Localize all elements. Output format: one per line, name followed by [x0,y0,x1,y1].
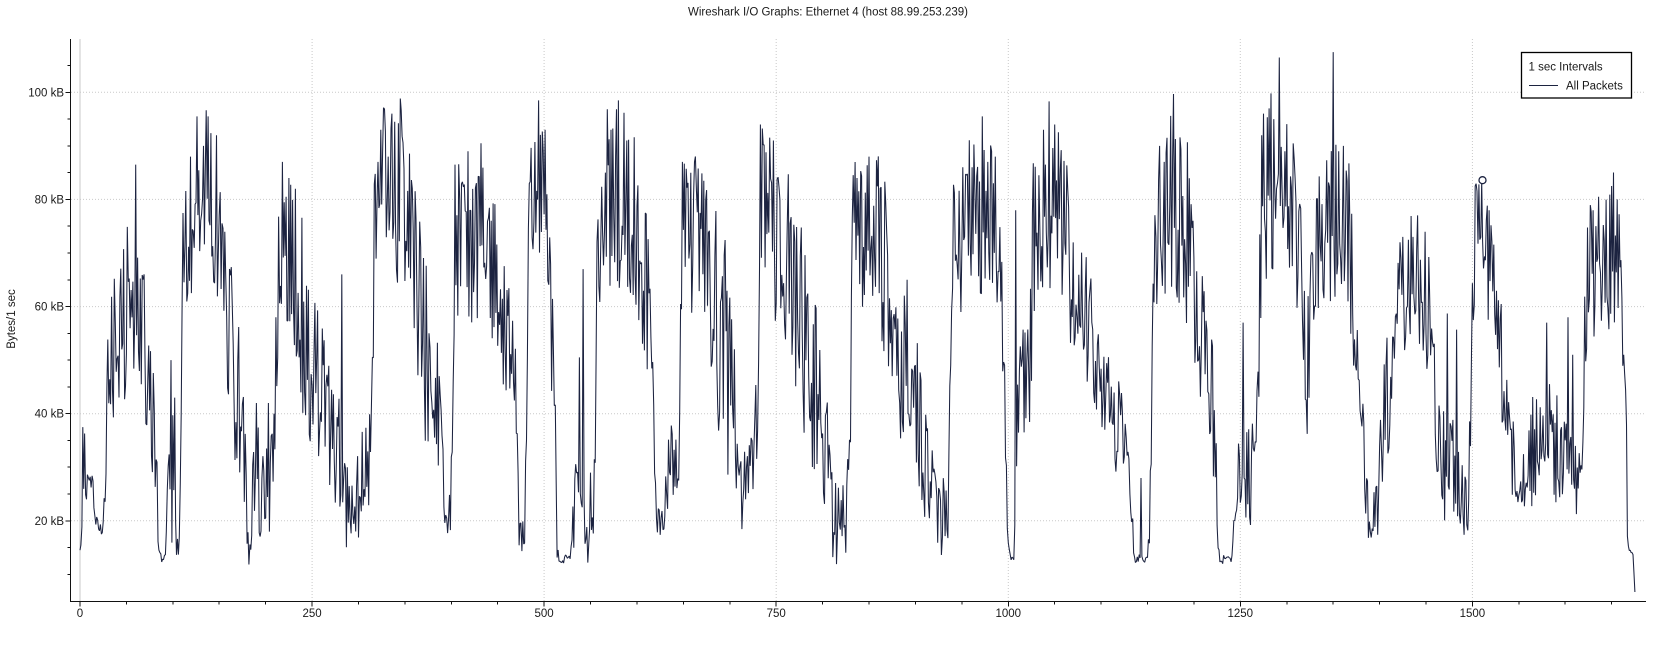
svg-text:100 kB: 100 kB [28,87,64,99]
svg-text:0: 0 [77,608,83,620]
svg-text:1 sec Intervals: 1 sec Intervals [1529,62,1603,74]
svg-text:20 kB: 20 kB [35,516,65,528]
svg-text:40 kB: 40 kB [35,409,65,421]
svg-text:1000: 1000 [996,608,1022,620]
svg-text:1500: 1500 [1460,608,1486,620]
svg-text:60 kB: 60 kB [35,302,65,314]
svg-text:750: 750 [767,608,786,620]
svg-text:500: 500 [535,608,554,620]
svg-text:250: 250 [303,608,322,620]
svg-text:All Packets: All Packets [1566,81,1623,93]
svg-text:Wireshark I/O Graphs: Ethernet: Wireshark I/O Graphs: Ethernet 4 (host 8… [688,7,968,19]
svg-text:1250: 1250 [1228,608,1254,620]
svg-text:Bytes/1 sec: Bytes/1 sec [6,289,18,349]
svg-text:80 kB: 80 kB [35,194,65,206]
